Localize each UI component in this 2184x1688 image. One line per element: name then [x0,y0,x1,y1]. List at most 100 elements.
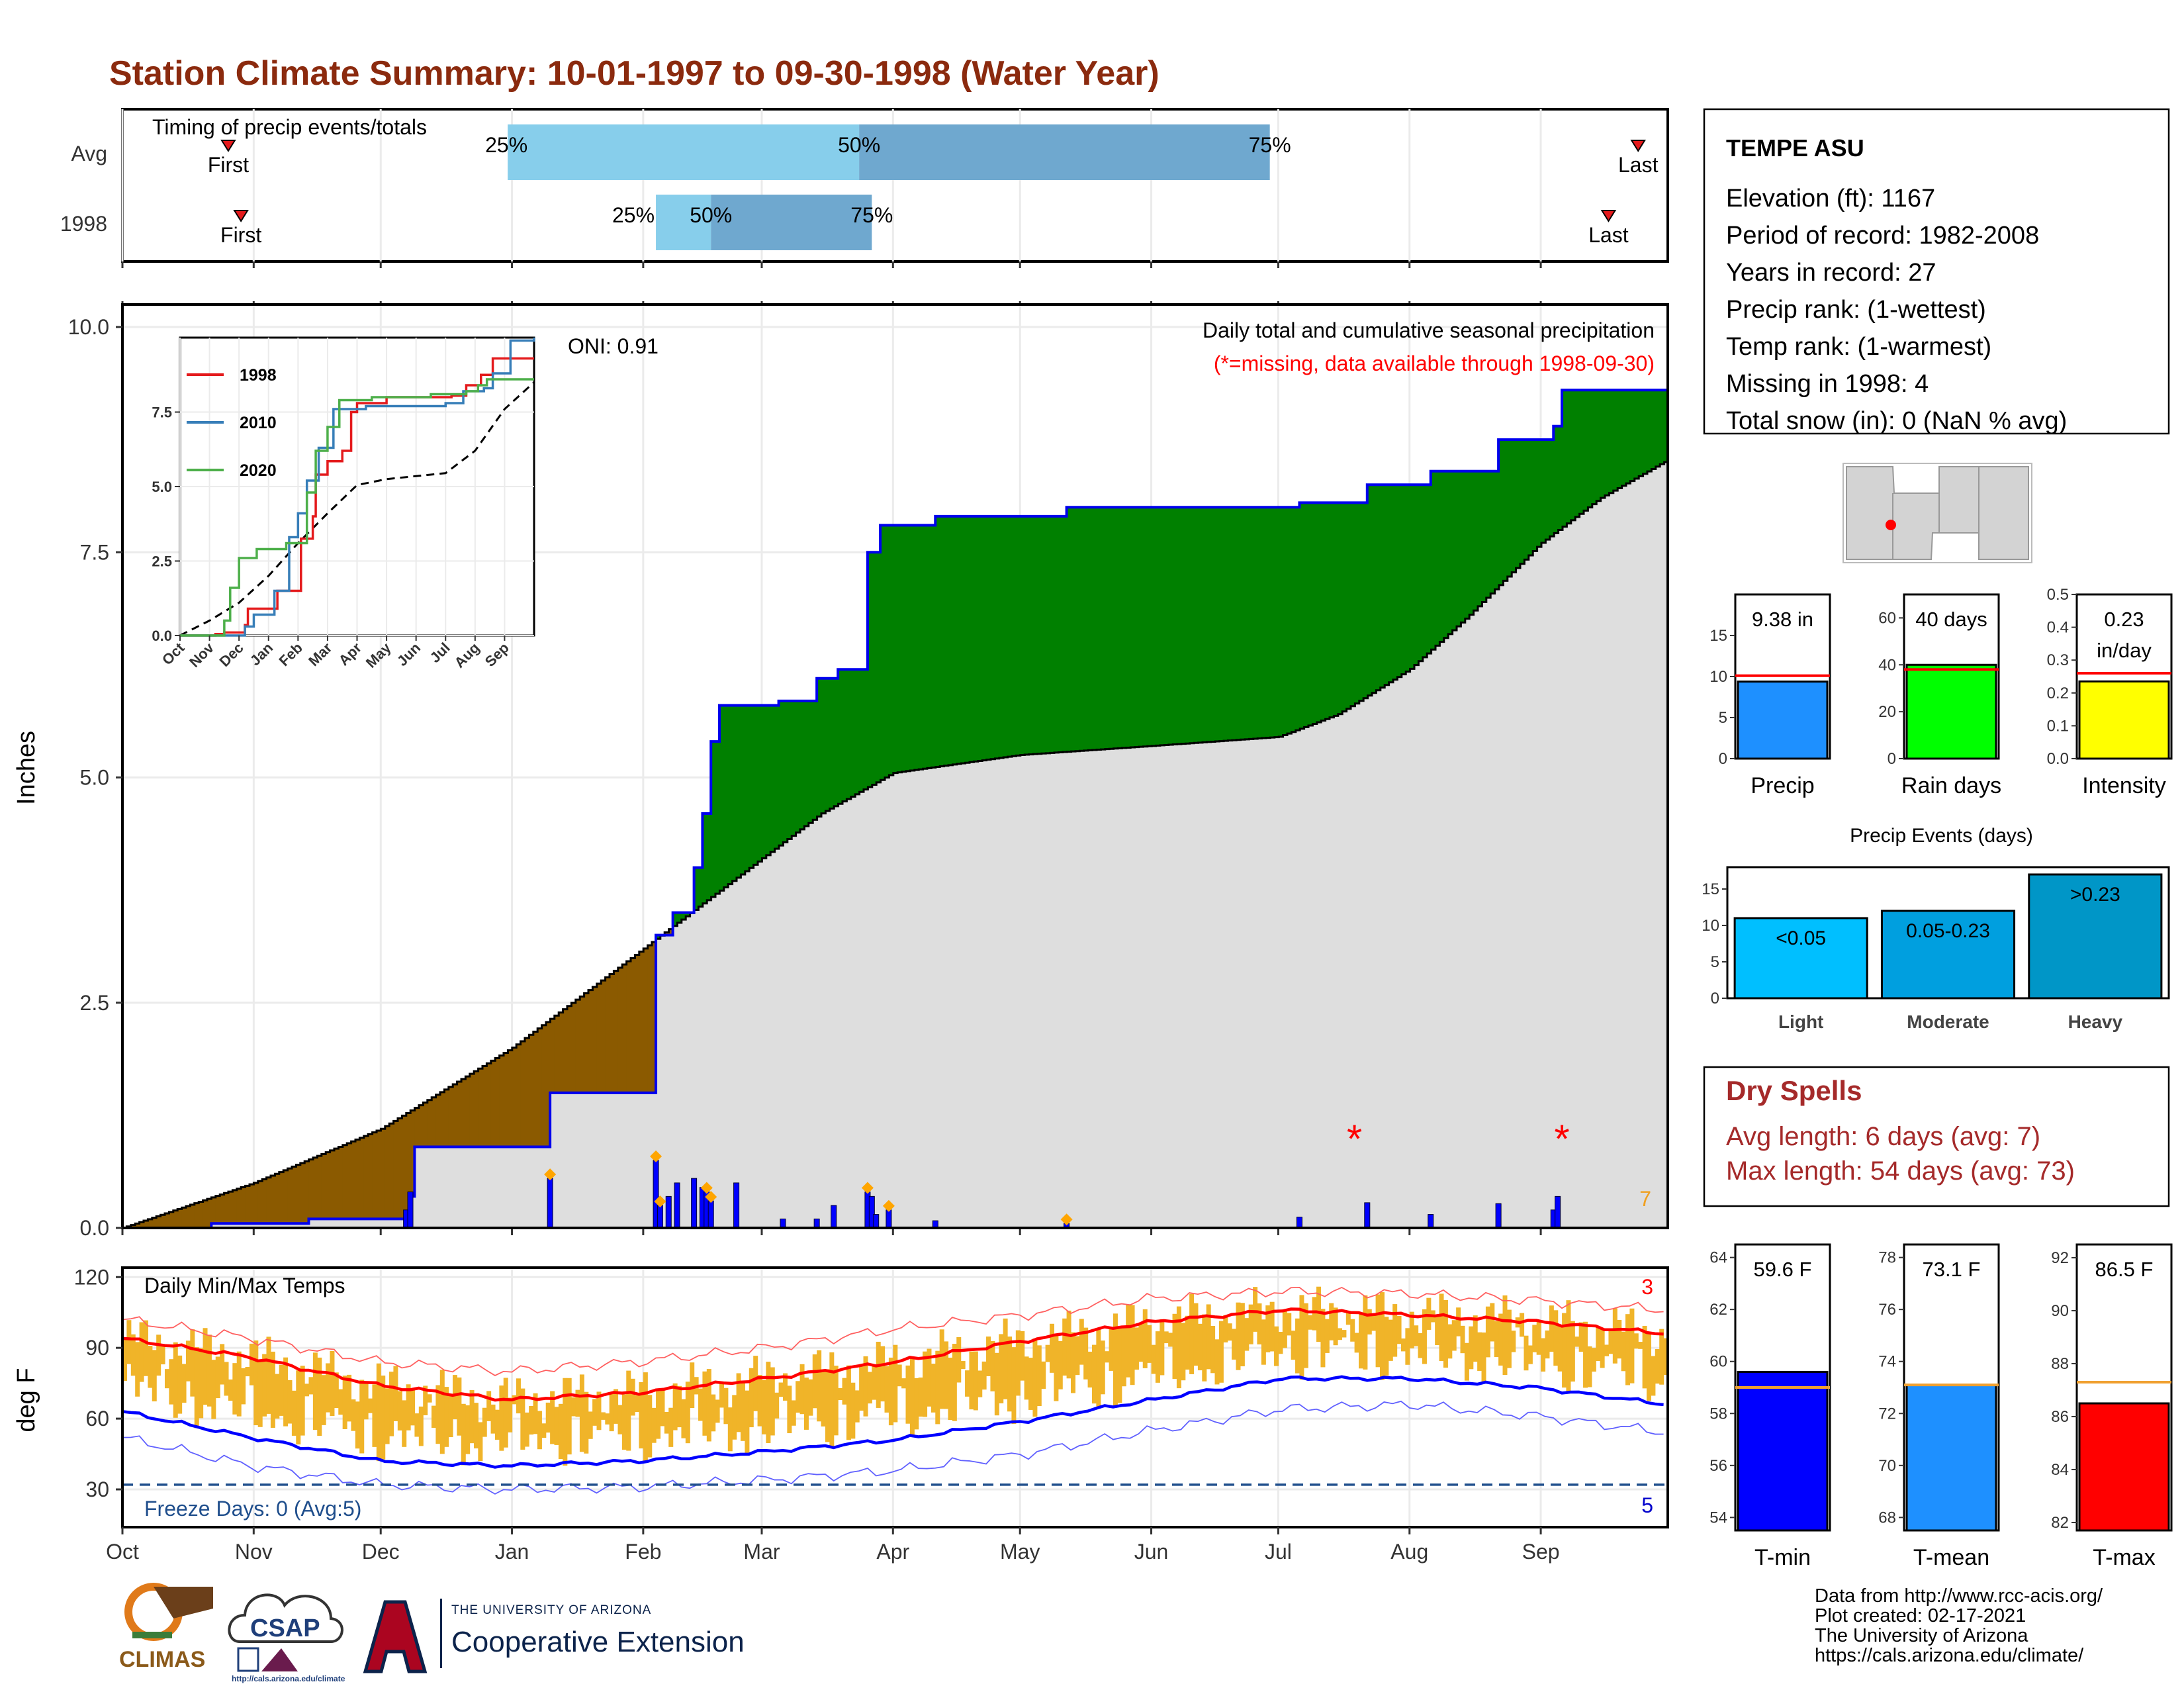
below-average-fill [410,1110,416,1197]
csap-logo-text: CSAP [250,1615,320,1642]
precip-areas [122,389,1669,1229]
daily-temp-bar [812,1354,817,1409]
above-average-fill [1050,516,1055,753]
above-average-fill [1346,502,1351,709]
above-average-fill [1626,390,1631,484]
above-average-fill [1079,507,1085,751]
above-average-fill [1118,507,1122,749]
daily-temp-bar [1299,1295,1304,1380]
below-average-fill [308,1159,314,1219]
daily-temp-bar [330,1350,335,1417]
below-average-fill [381,1129,386,1219]
inset-average-line [179,381,535,637]
above-average-fill [1092,507,1097,750]
daily-temp-bar [291,1390,296,1436]
average-cumulative-area [122,462,1668,1229]
summary-bar-tick-label: 5 [1719,709,1727,727]
daily-precip-bar [780,1218,786,1229]
above-average-fill [825,678,831,812]
daily-temp-bar [389,1372,394,1436]
above-average-fill [1660,390,1665,465]
summary-bar-tick-label: 82 [2051,1514,2069,1532]
daily-temp-bar [190,1329,195,1397]
timing-row-avg-label: Avg [71,142,107,165]
events-bar-heavy [2028,873,2163,1000]
below-average-fill [296,1164,301,1224]
above-average-fill [1461,471,1466,623]
daily-temp-bar [978,1370,983,1397]
heavy-event-marker [882,1199,895,1212]
dry-spells-title: Dry Spells [1726,1075,1862,1106]
daily-temp-bar [1096,1328,1101,1407]
daily-temp-bar [677,1385,682,1428]
below-average-fill [610,974,614,1093]
above-average-fill [1206,507,1212,742]
heavy-event-marker [544,1168,557,1181]
daily-temp-bar [1100,1340,1105,1395]
above-average-fill [1097,507,1101,750]
above-average-fill [1185,507,1191,744]
page-title: Station Climate Summary: 10-01-1997 to 0… [109,54,1160,93]
daily-temp-bar [173,1342,178,1418]
below-average-fill [287,1168,293,1224]
daily-temp-bar [956,1336,962,1383]
below-average-fill [321,1154,326,1219]
above-average-fill [1410,485,1415,669]
summary-bar-value: 0.23 [2104,608,2144,631]
above-average-fill [1567,390,1572,524]
above-average-fill [838,669,843,804]
above-average-fill [1490,471,1496,594]
daily-temp-bar [152,1350,157,1402]
first-event-marker [220,140,236,152]
events-bar-label: Heavy [2068,1011,2123,1032]
above-average-fill [1388,485,1394,682]
daily-temp-bar [1396,1316,1402,1344]
daily-temp-bar [241,1368,246,1405]
daily-temp-bar [444,1387,449,1447]
daily-temp-bar [1587,1346,1592,1387]
daily-temp-bar [1541,1338,1546,1372]
above-average-fill [817,678,822,817]
below-average-fill [440,1092,445,1147]
below-average-fill [160,1215,165,1228]
daily-temp-bar [1045,1344,1050,1362]
daily-temp-bar [1612,1308,1617,1364]
temp-y-axis-label: deg F [13,1368,40,1432]
coop-extension-text: Cooperative Extension [451,1626,745,1658]
above-average-fill [762,705,767,859]
above-average-fill [1435,471,1440,646]
above-average-fill [1596,390,1602,501]
daily-temp-bar [473,1403,478,1449]
daily-temp-bar [621,1394,627,1450]
daily-temp-bar [224,1362,229,1396]
daily-temp-bar [228,1379,233,1401]
below-average-fill [257,1181,263,1224]
below-average-fill [495,1058,500,1147]
daily-temp-bar [1520,1313,1525,1337]
above-average-fill [1503,440,1508,581]
above-average-fill [982,516,987,761]
summary-bar-tick-label: 54 [1709,1509,1727,1526]
above-average-fill [1516,440,1521,569]
daily-temp-bar [1240,1303,1245,1367]
below-average-fill [300,1162,305,1224]
daily-precip-bar [831,1205,837,1229]
daily-temp-bar [893,1344,898,1423]
daily-temp-bar [1625,1314,1631,1385]
above-average-fill [1478,471,1482,606]
daily-temp-bar [1608,1329,1614,1354]
daily-temp-bar [1557,1326,1563,1372]
daily-temp-bar [300,1366,305,1436]
above-average-fill [1499,440,1504,585]
temp-x-tick-label: Nov [235,1540,273,1564]
daily-temp-bar [199,1348,204,1419]
below-average-fill [406,1113,411,1219]
above-average-fill [821,678,826,814]
above-average-fill [1130,507,1136,748]
daily-temp-bar [1138,1324,1144,1362]
above-average-fill [1143,507,1148,747]
daily-temp-bar [423,1385,428,1415]
daily-temp-bar [334,1372,339,1409]
above-average-fill [1570,390,1576,520]
daily-temp-bar [211,1360,216,1419]
